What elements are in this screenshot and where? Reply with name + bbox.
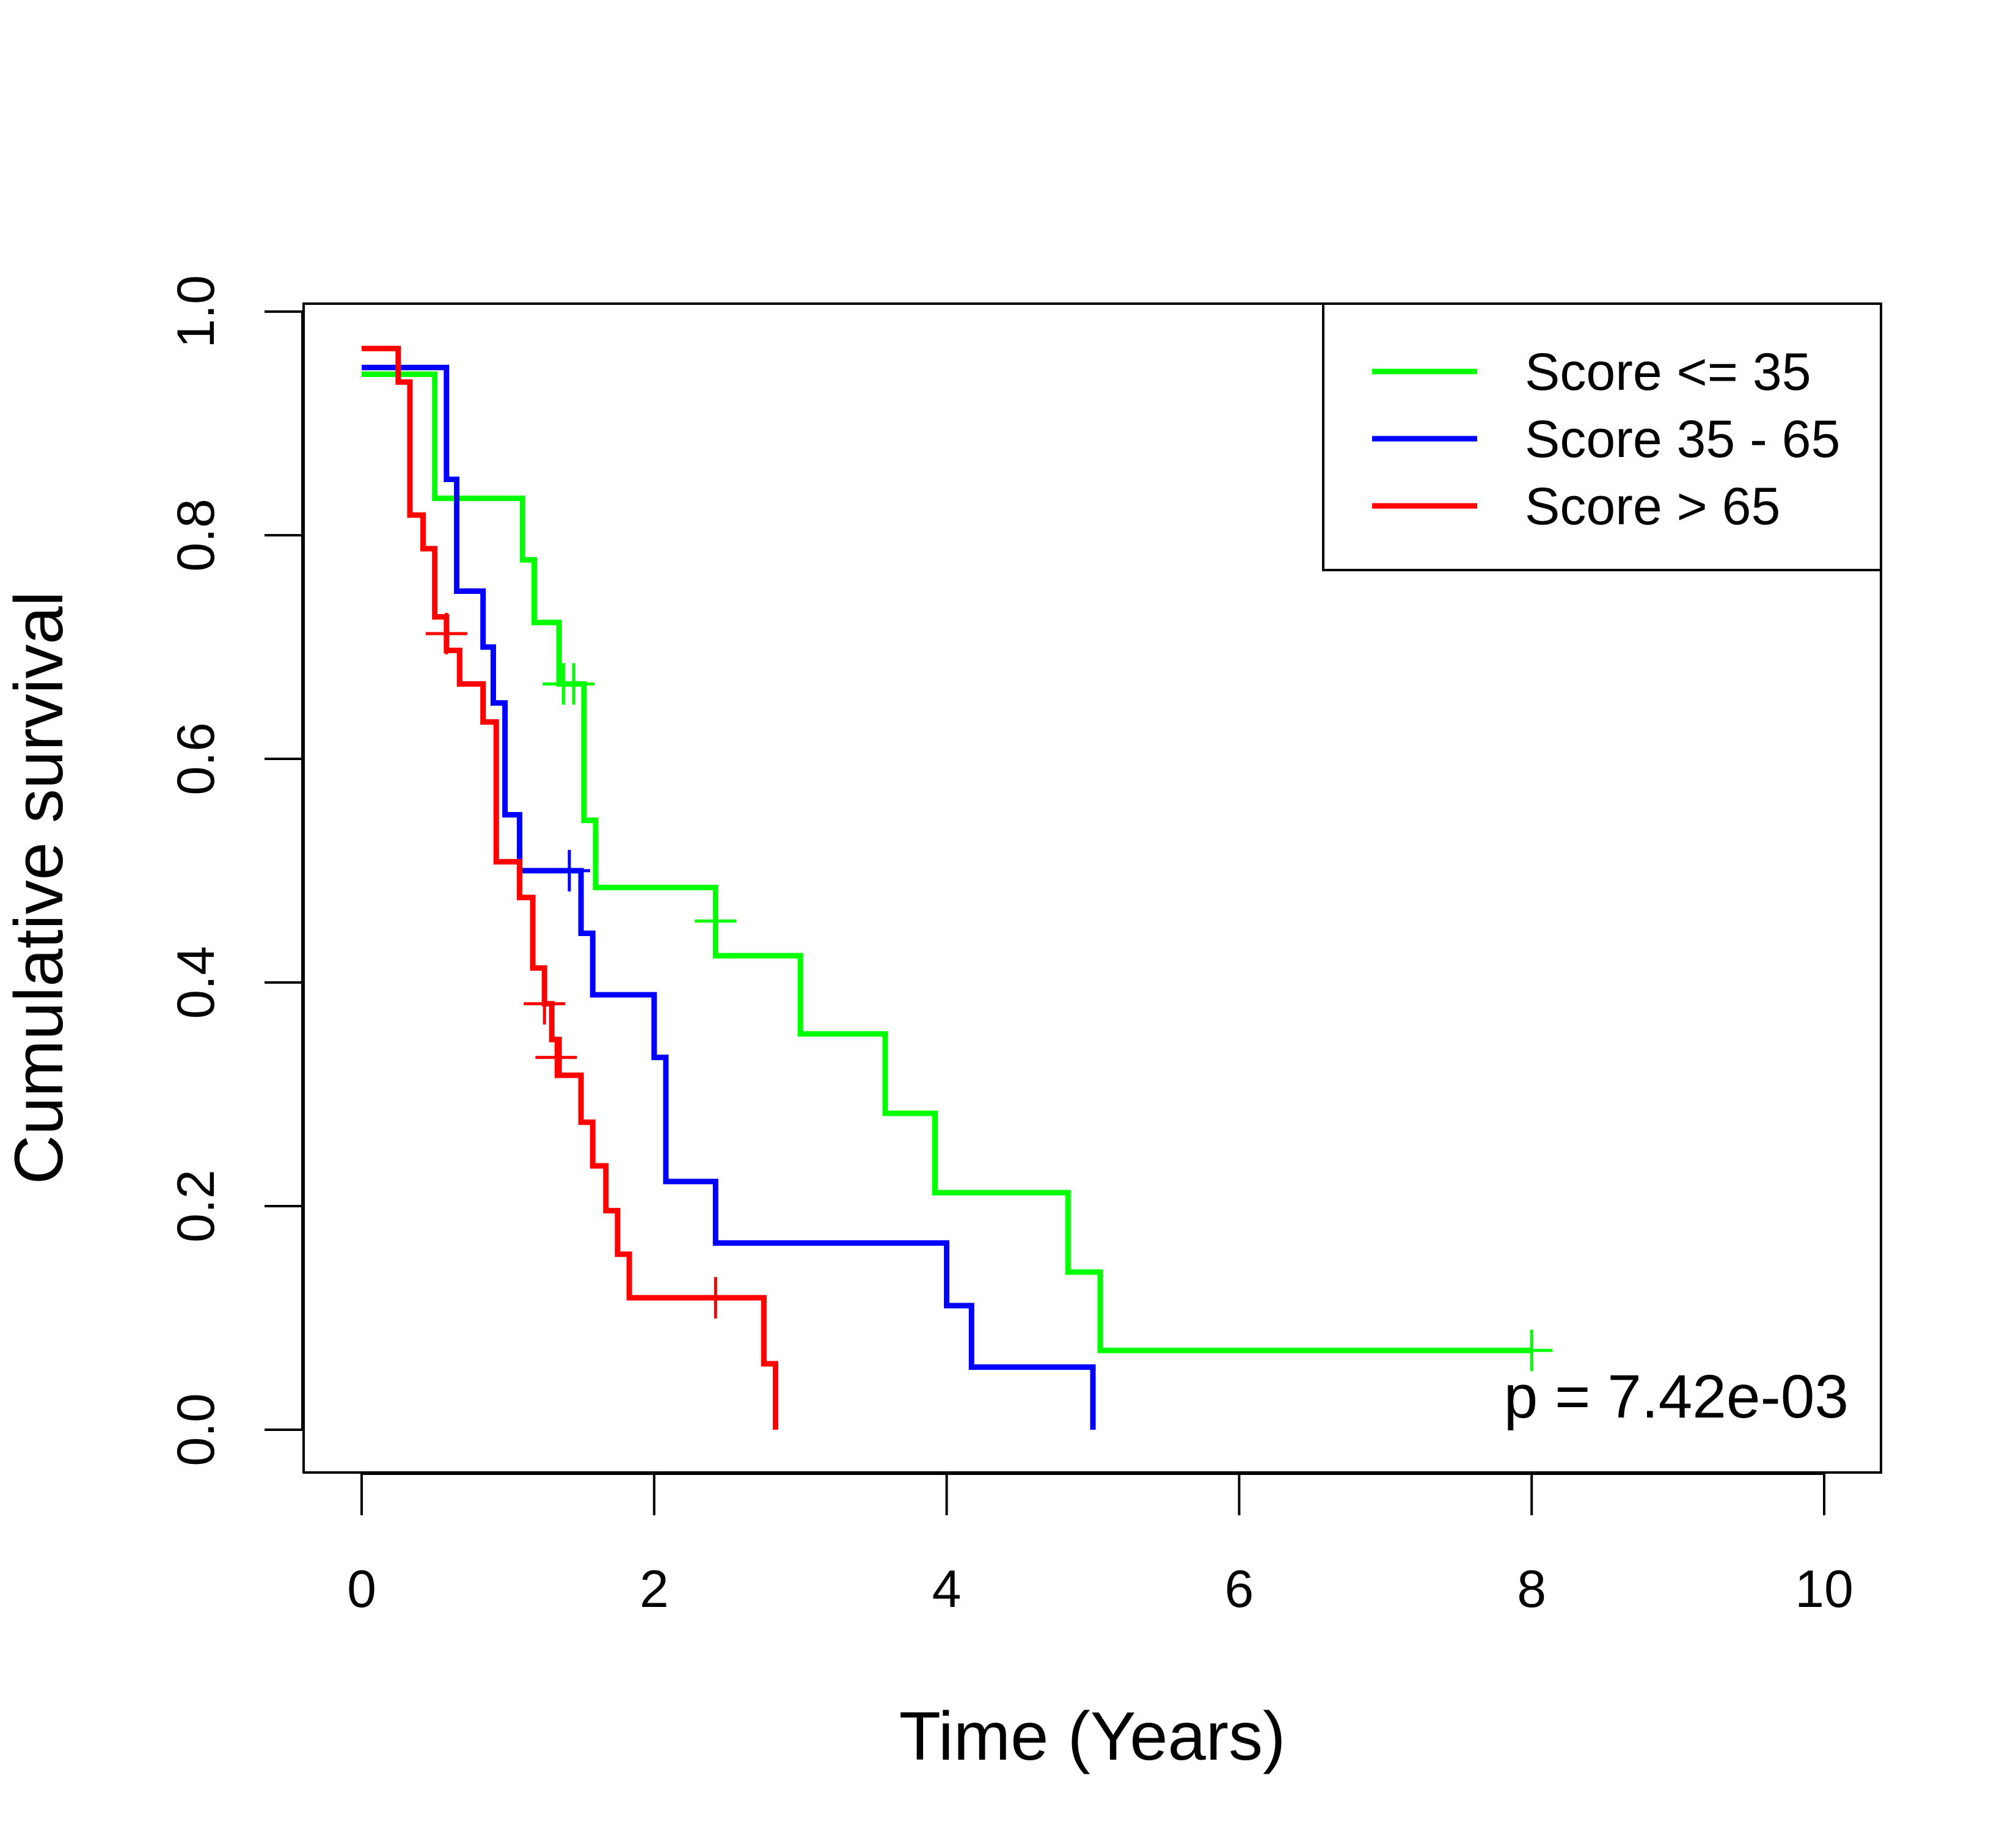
y-tick-label: 0.2 xyxy=(167,1169,225,1243)
x-tick-label: 8 xyxy=(1517,1560,1546,1619)
x-axis-title: Time (Years) xyxy=(899,1698,1286,1774)
y-axis-title: Cumulative survival xyxy=(1,591,77,1185)
y-tick-label: 0.0 xyxy=(167,1393,225,1466)
x-tick-label: 4 xyxy=(932,1560,962,1619)
x-tick-label: 2 xyxy=(640,1560,669,1619)
series-line-score-gt-65 xyxy=(362,345,778,1430)
censor-mark-score-gt-65 xyxy=(695,1277,737,1319)
legend-label-score-le-35: Score <= 35 xyxy=(1525,343,1811,401)
x-tick-label: 10 xyxy=(1795,1560,1853,1619)
y-tick-label: 0.6 xyxy=(167,722,225,796)
y-axis: 0.0 0.2 0.4 0.6 0.8 1.0 xyxy=(167,275,304,1466)
legend-label-score-35-65: Score 35 - 65 xyxy=(1525,410,1840,469)
censor-mark-score-le-35 xyxy=(553,663,595,705)
censor-mark-score-gt-65 xyxy=(535,1036,577,1078)
series-layer xyxy=(362,345,1553,1430)
p-value-annotation: p = 7.42e-03 xyxy=(1504,1363,1849,1431)
y-tick-label: 0.8 xyxy=(167,499,225,572)
censor-mark-score-35-65 xyxy=(548,850,590,891)
legend-label-score-gt-65: Score > 65 xyxy=(1525,477,1780,536)
y-tick-label: 1.0 xyxy=(167,275,225,348)
series-line-score-35-65 xyxy=(362,365,1096,1430)
censor-mark-score-gt-65 xyxy=(524,982,566,1025)
x-tick-label: 0 xyxy=(347,1560,376,1619)
x-axis: 0 2 4 6 8 10 xyxy=(347,1473,1853,1619)
x-tick-label: 6 xyxy=(1224,1560,1254,1619)
censor-mark-score-gt-65 xyxy=(425,613,467,655)
legend: Score <= 35 Score 35 - 65 Score > 65 xyxy=(1322,302,1882,571)
censor-mark-score-le-35 xyxy=(695,900,737,942)
y-tick-label: 0.4 xyxy=(167,946,225,1019)
series-line-score-le-35 xyxy=(362,371,1532,1353)
censor-mark-score-le-35 xyxy=(1511,1330,1553,1372)
